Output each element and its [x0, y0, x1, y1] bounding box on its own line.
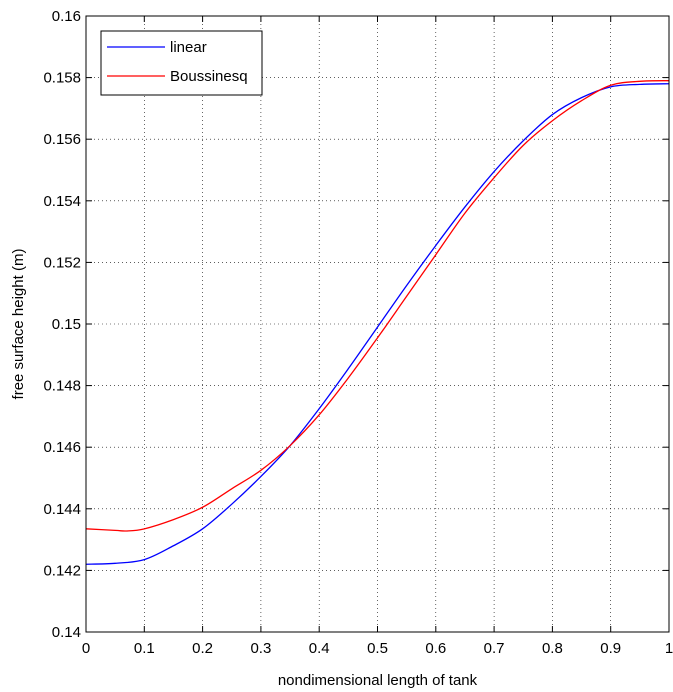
x-axis-label: nondimensional length of tank — [278, 672, 478, 689]
x-tick-label: 1 — [665, 640, 673, 657]
x-tick-label: 0.7 — [484, 640, 505, 657]
y-tick-label: 0.156 — [43, 131, 81, 148]
x-tick-label: 0.8 — [542, 640, 563, 657]
y-tick-label: 0.158 — [43, 70, 81, 87]
x-tick-label: 0 — [82, 640, 90, 657]
y-tick-label: 0.142 — [43, 562, 81, 579]
y-tick-labels: 0.14 0.142 0.144 0.146 0.148 0.15 0.152 0.154 0.… — [43, 8, 81, 641]
y-axis-label: free surface height (m) — [10, 249, 27, 400]
series-lines — [85, 80, 670, 565]
x-tick-label: 0.2 — [192, 640, 213, 657]
y-tick-label: 0.152 — [43, 254, 81, 271]
series-line-linear — [85, 83, 670, 565]
legend-label-linear: linear — [170, 39, 207, 56]
legend: linear Boussinesq — [100, 30, 263, 96]
x-tick-label: 0.6 — [425, 640, 446, 657]
grid-lines — [86, 16, 669, 632]
x-tick-label: 0.5 — [367, 640, 388, 657]
x-tick-label: 0.4 — [309, 640, 330, 657]
y-tick-label: 0.154 — [43, 193, 81, 210]
series-line-boussinesq — [85, 80, 670, 532]
y-tick-label: 0.148 — [43, 378, 81, 395]
x-tick-label: 0.3 — [250, 640, 271, 657]
y-tick-label: 0.15 — [52, 316, 81, 333]
y-tick-label: 0.144 — [43, 501, 81, 518]
x-tick-label: 0.1 — [134, 640, 155, 657]
y-tick-label: 0.146 — [43, 439, 81, 456]
axis-ticks — [85, 15, 670, 633]
x-tick-labels: 0 0.1 0.2 0.3 0.4 0.5 0.6 0.7 0.8 0.9 1 — [82, 640, 673, 657]
x-tick-label: 0.9 — [600, 640, 621, 657]
legend-label-boussinesq: Boussinesq — [170, 68, 248, 85]
y-tick-label: 0.14 — [52, 624, 81, 641]
legend-box — [100, 30, 263, 96]
y-tick-label: 0.16 — [52, 8, 81, 25]
